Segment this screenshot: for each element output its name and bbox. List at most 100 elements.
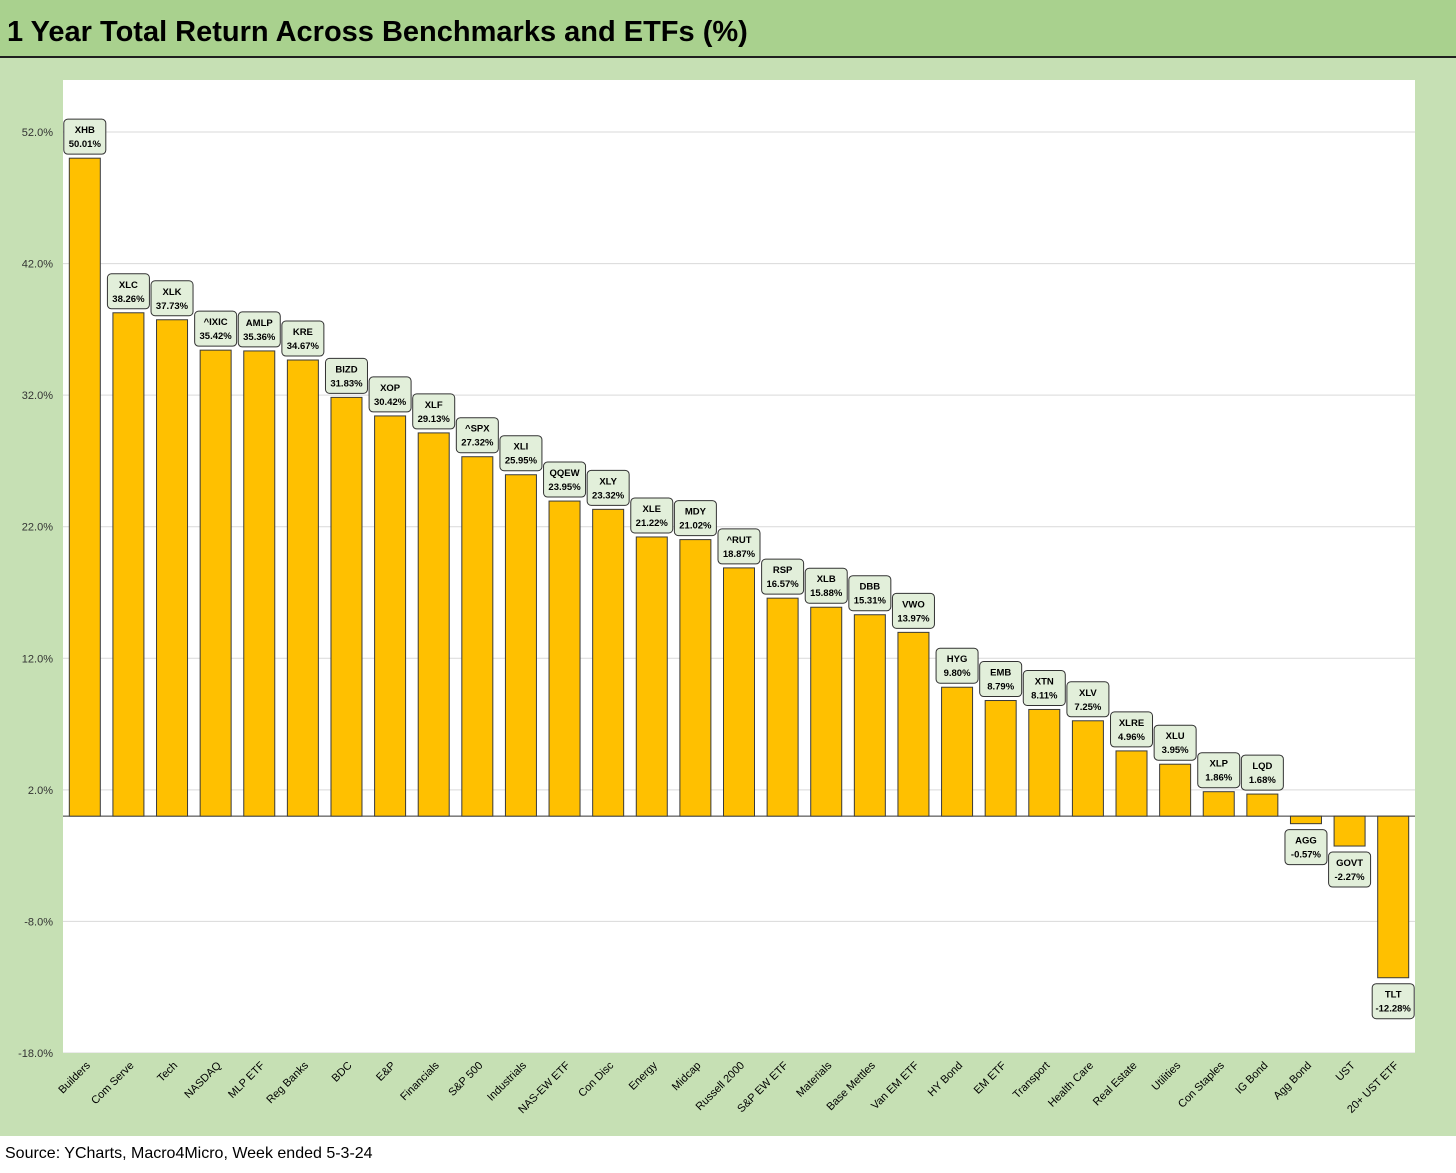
data-label-box <box>935 647 979 684</box>
x-tick-label: E&P <box>374 1060 398 1084</box>
data-label-box <box>848 575 892 612</box>
bar-xle <box>635 536 668 817</box>
data-label-box <box>586 469 630 506</box>
x-tick-label: Tech <box>155 1060 180 1085</box>
x-tick-label: Russell 2000 <box>694 1060 747 1113</box>
data-label-value: -2.27% <box>1335 872 1366 883</box>
x-tick-label: Com Serve <box>89 1060 136 1107</box>
data-label-ticker: XLI <box>514 442 529 453</box>
x-tick-label: IG Bond <box>1233 1060 1270 1097</box>
bar-chart: XHB 50.01% XLC 38.26% XLK 37.73% ^IXIC 35.42% AM… <box>63 118 1415 1053</box>
x-tick-label: Real Estate <box>1091 1060 1140 1109</box>
data-label-box <box>106 273 150 310</box>
data-label-value: 38.26% <box>112 294 145 305</box>
bar-kre <box>286 359 319 817</box>
bar-spx <box>461 456 494 817</box>
x-tick-label: Agg Bond <box>1271 1060 1314 1103</box>
data-label-value: 37.73% <box>156 301 189 312</box>
data-label-value: 15.31% <box>854 596 887 607</box>
data-label-ticker: ^IXIC <box>204 317 228 328</box>
data-label-box <box>804 567 848 604</box>
data-label-ticker: VWO <box>902 599 925 610</box>
bar-xop <box>374 415 407 817</box>
data-label-ticker: AGG <box>1295 836 1317 847</box>
x-tick-label: HY Bond <box>926 1060 965 1099</box>
bar-bizd <box>330 396 363 817</box>
data-label-box <box>1284 829 1328 866</box>
data-label-ticker: GOVT <box>1336 858 1363 869</box>
x-tick-label: Energy <box>627 1059 660 1092</box>
bar-hyg <box>941 686 974 817</box>
x-tick-label: BDC <box>330 1060 355 1085</box>
bar-xlre <box>1115 750 1148 817</box>
x-tick-label: Builders <box>56 1059 93 1096</box>
bar-qqew <box>548 500 581 817</box>
data-label-ticker: XHB <box>75 125 95 136</box>
y-tick-label: 2.0% <box>28 785 53 797</box>
bar-vwo <box>897 631 930 817</box>
x-tick-label: Utilities <box>1150 1059 1184 1093</box>
bar-tlt <box>1377 815 1410 979</box>
y-tick-label: 42.0% <box>22 259 53 271</box>
data-label-value: 9.80% <box>944 668 971 679</box>
data-label-box <box>1153 724 1197 761</box>
data-label-value: 8.79% <box>987 682 1014 693</box>
data-label-value: -12.28% <box>1375 1004 1411 1015</box>
data-label-ticker: XLB <box>817 574 836 585</box>
data-label-value: 3.95% <box>1162 745 1189 756</box>
data-label-value: 21.02% <box>679 521 712 532</box>
data-label-ticker: XLP <box>1209 759 1228 770</box>
data-label-value: 18.87% <box>723 549 756 560</box>
x-tick-label: Reg Banks <box>264 1059 311 1106</box>
data-label-ticker: EMB <box>990 668 1011 679</box>
x-tick-label: Materials <box>794 1059 834 1099</box>
data-label-box <box>412 393 456 430</box>
data-label-box <box>673 500 717 537</box>
data-label-box <box>891 592 935 629</box>
x-tick-label: Midcap <box>670 1060 704 1094</box>
x-tick-label: Transport <box>1011 1060 1052 1101</box>
x-tick-label: Con Staples <box>1176 1059 1227 1110</box>
data-label-box <box>979 661 1023 698</box>
data-label-box <box>499 435 543 472</box>
y-tick-label: 52.0% <box>22 127 53 139</box>
bar-xtn <box>1028 708 1061 817</box>
bar-govt <box>1333 815 1366 847</box>
data-label-box <box>63 118 107 155</box>
data-label-box <box>717 528 761 565</box>
data-label-ticker: XLRE <box>1119 718 1144 729</box>
bar-xlf <box>417 432 450 817</box>
data-label-value: 1.86% <box>1205 773 1232 784</box>
data-label-value: 13.97% <box>897 613 930 624</box>
bar-xlc <box>112 312 145 817</box>
data-label-box <box>543 461 587 498</box>
data-label-ticker: RSP <box>773 565 793 576</box>
data-label-ticker: XOP <box>380 383 401 394</box>
data-label-box <box>1371 983 1415 1020</box>
bar-emb <box>984 700 1017 817</box>
data-label-ticker: XLY <box>599 476 617 487</box>
data-label-value: 29.13% <box>418 414 451 425</box>
data-label-box <box>237 311 281 348</box>
data-label-ticker: XLE <box>643 504 661 515</box>
data-label-ticker: XLV <box>1079 688 1097 699</box>
x-tick-label: S&P 500 <box>446 1060 485 1099</box>
data-label-value: 8.11% <box>1031 690 1058 701</box>
data-label-ticker: TLT <box>1385 990 1402 1001</box>
x-tick-label: Van EM ETF <box>869 1059 922 1112</box>
bar-xlu <box>1159 763 1192 817</box>
data-label-ticker: XLF <box>425 400 443 411</box>
data-label-ticker: XTN <box>1035 676 1054 687</box>
bar-dbb <box>853 614 886 817</box>
chart-title: 1 Year Total Return Across Benchmarks an… <box>7 16 748 48</box>
data-label-value: -0.57% <box>1291 850 1322 861</box>
title-band: 1 Year Total Return Across Benchmarks an… <box>0 0 1456 58</box>
x-tick-label: Health Care <box>1046 1060 1096 1110</box>
data-label-box <box>194 310 238 347</box>
source-note: Source: YCharts, Macro4Micro, Week ended… <box>5 1145 373 1162</box>
data-label-box <box>281 320 325 357</box>
data-label-box <box>150 280 194 317</box>
bar-xli <box>504 474 537 817</box>
bar-rsp <box>766 597 799 817</box>
data-label-value: 34.67% <box>287 341 320 352</box>
